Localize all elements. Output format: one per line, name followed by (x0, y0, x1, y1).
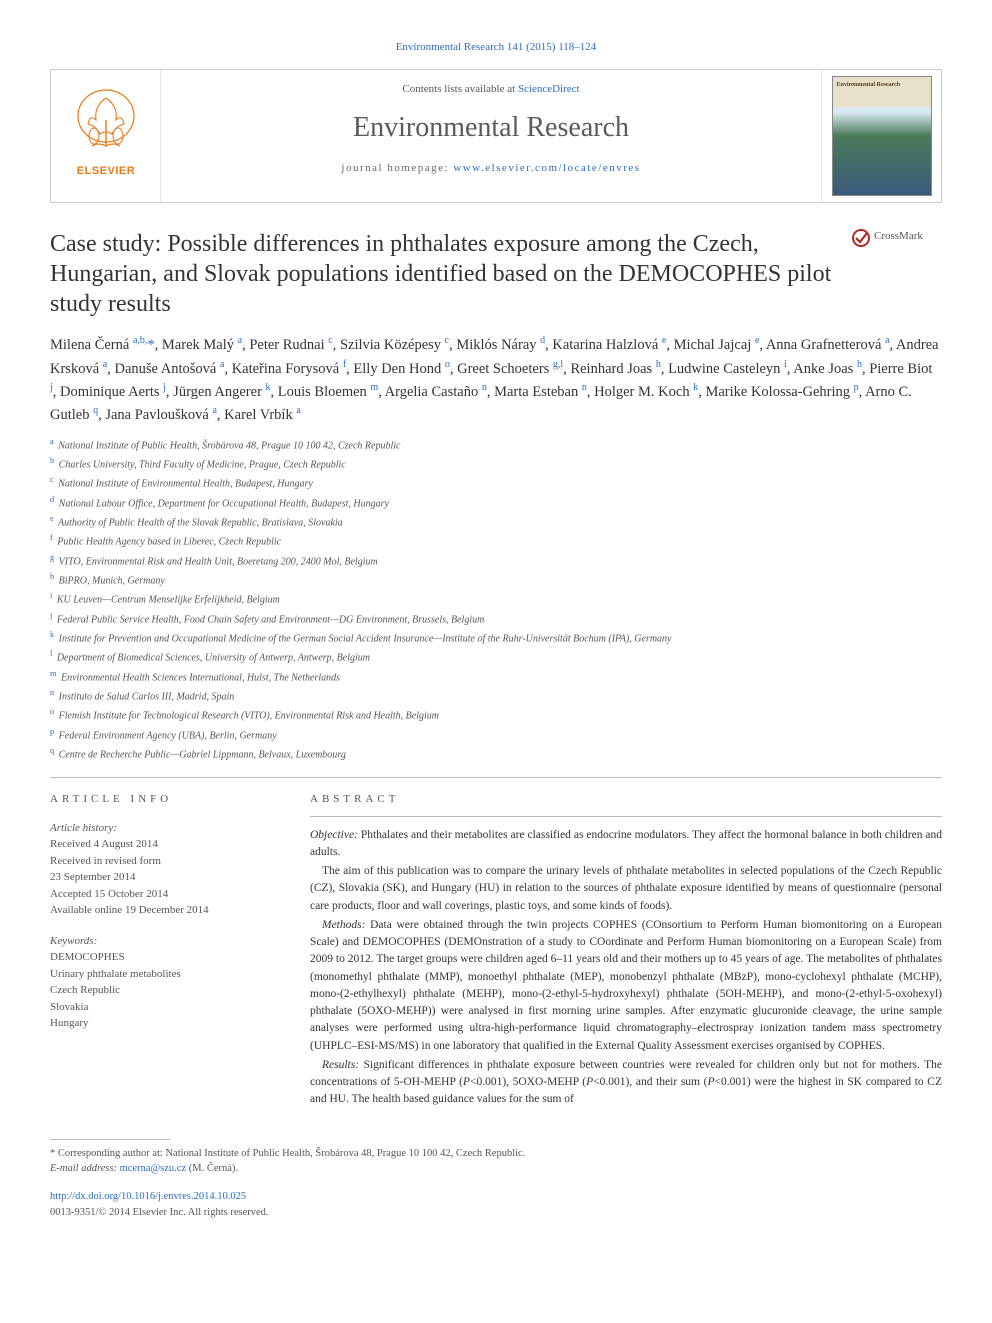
affiliation-item: k Institute for Prevention and Occupatio… (50, 628, 942, 647)
author-list: Milena Černá a,b,*, Marek Malý a, Peter … (50, 333, 942, 426)
crossmark-badge[interactable]: CrossMark (852, 229, 942, 247)
affiliation-item: c National Institute of Environmental He… (50, 473, 942, 492)
keyword-item: Czech Republic (50, 982, 280, 999)
affiliation-list: a National Institute of Public Health, Š… (50, 435, 942, 764)
history-line: Accepted 15 October 2014 (50, 886, 280, 903)
history-line: Available online 19 December 2014 (50, 902, 280, 919)
history-line: Received in revised form (50, 853, 280, 870)
affiliation-item: g VITO, Environmental Risk and Health Un… (50, 551, 942, 570)
keyword-item: Slovakia (50, 999, 280, 1016)
keywords-label: Keywords: (50, 933, 280, 950)
doi-block: http://dx.doi.org/10.1016/j.envres.2014.… (50, 1189, 942, 1221)
crossmark-label: CrossMark (874, 229, 923, 244)
footnote-rule (50, 1139, 170, 1140)
abstract-body: Objective: Phthalates and their metaboli… (310, 827, 942, 1109)
history-line: 23 September 2014 (50, 869, 280, 886)
sciencedirect-link[interactable]: ScienceDirect (518, 83, 580, 95)
email-label: E-mail address: (50, 1163, 120, 1174)
corresponding-author-note: * Corresponding author at: National Inst… (50, 1146, 942, 1162)
journal-cover-slot: Environmental Research (821, 70, 941, 202)
affiliation-item: q Centre de Recherche Public—Gabriel Lip… (50, 744, 942, 763)
affiliation-item: m Environmental Health Sciences Internat… (50, 667, 942, 686)
keyword-item: DEMOCOPHES (50, 949, 280, 966)
keywords-block: Keywords: DEMOCOPHESUrinary phthalate me… (50, 933, 280, 1032)
affiliation-item: i KU Leuven—Centrum Menselijke Erfelijkh… (50, 589, 942, 608)
affiliation-item: a National Institute of Public Health, Š… (50, 435, 942, 454)
journal-homepage-line: journal homepage: www.elsevier.com/locat… (171, 161, 811, 176)
journal-name: Environmental Research (171, 108, 811, 147)
svg-text:ELSEVIER: ELSEVIER (76, 165, 134, 177)
affiliation-item: j Federal Public Service Health, Food Ch… (50, 609, 942, 628)
history-label: Article history: (50, 820, 280, 837)
contents-prefix: Contents lists available at (402, 83, 517, 95)
homepage-prefix: journal homepage: (341, 162, 453, 174)
abstract-head: ABSTRACT (310, 792, 942, 807)
affiliation-item: d National Labour Office, Department for… (50, 493, 942, 512)
contents-available-line: Contents lists available at ScienceDirec… (171, 82, 811, 97)
email-line: E-mail address: mcerna@szu.cz (M. Černá)… (50, 1161, 942, 1177)
affiliation-item: b Charles University, Third Faculty of M… (50, 454, 942, 473)
issn-copyright-line: 0013-9351/© 2014 Elsevier Inc. All right… (50, 1205, 942, 1221)
abstract-paragraph: Results: Significant differences in phth… (310, 1057, 942, 1109)
abstract-paragraph: Objective: Phthalates and their metaboli… (310, 827, 942, 862)
article-title: Case study: Possible differences in phth… (50, 229, 832, 319)
crossmark-icon (852, 229, 870, 247)
affiliation-item: o Flemish Institute for Technological Re… (50, 705, 942, 724)
elsevier-tree-icon: ELSEVIER (66, 86, 146, 186)
email-person: (M. Černá). (186, 1163, 238, 1174)
history-line: Received 4 August 2014 (50, 836, 280, 853)
affiliation-item: p Federal Environment Agency (UBA), Berl… (50, 725, 942, 744)
journal-cover-thumb: Environmental Research (832, 76, 932, 196)
abstract-paragraph: The aim of this publication was to compa… (310, 863, 942, 915)
journal-citation: Environmental Research 141 (2015) 118–12… (50, 40, 942, 55)
abstract-paragraph: Methods: Data were obtained through the … (310, 917, 942, 1055)
journal-citation-link[interactable]: Environmental Research 141 (2015) 118–12… (396, 41, 597, 53)
keyword-item: Urinary phthalate metabolites (50, 966, 280, 983)
affiliation-item: l Department of Biomedical Sciences, Uni… (50, 647, 942, 666)
corresponding-email-link[interactable]: mcerna@szu.cz (120, 1163, 187, 1174)
keyword-item: Hungary (50, 1015, 280, 1032)
footnotes: * Corresponding author at: National Inst… (50, 1146, 942, 1178)
abstract-rule (310, 816, 942, 817)
journal-homepage-link[interactable]: www.elsevier.com/locate/envres (453, 162, 640, 174)
publisher-logo-slot: ELSEVIER (51, 70, 161, 202)
affiliation-item: n Instituto de Salud Carlos III, Madrid,… (50, 686, 942, 705)
section-divider (50, 777, 942, 778)
affiliation-item: e Authority of Public Health of the Slov… (50, 512, 942, 531)
article-info-head: ARTICLE INFO (50, 792, 280, 807)
masthead: ELSEVIER Contents lists available at Sci… (50, 69, 942, 203)
article-history-block: Article history: Received 4 August 2014R… (50, 820, 280, 919)
affiliation-item: h BiPRO, Munich, Germany (50, 570, 942, 589)
affiliation-item: f Public Health Agency based in Liberec,… (50, 531, 942, 550)
doi-link[interactable]: http://dx.doi.org/10.1016/j.envres.2014.… (50, 1191, 246, 1202)
